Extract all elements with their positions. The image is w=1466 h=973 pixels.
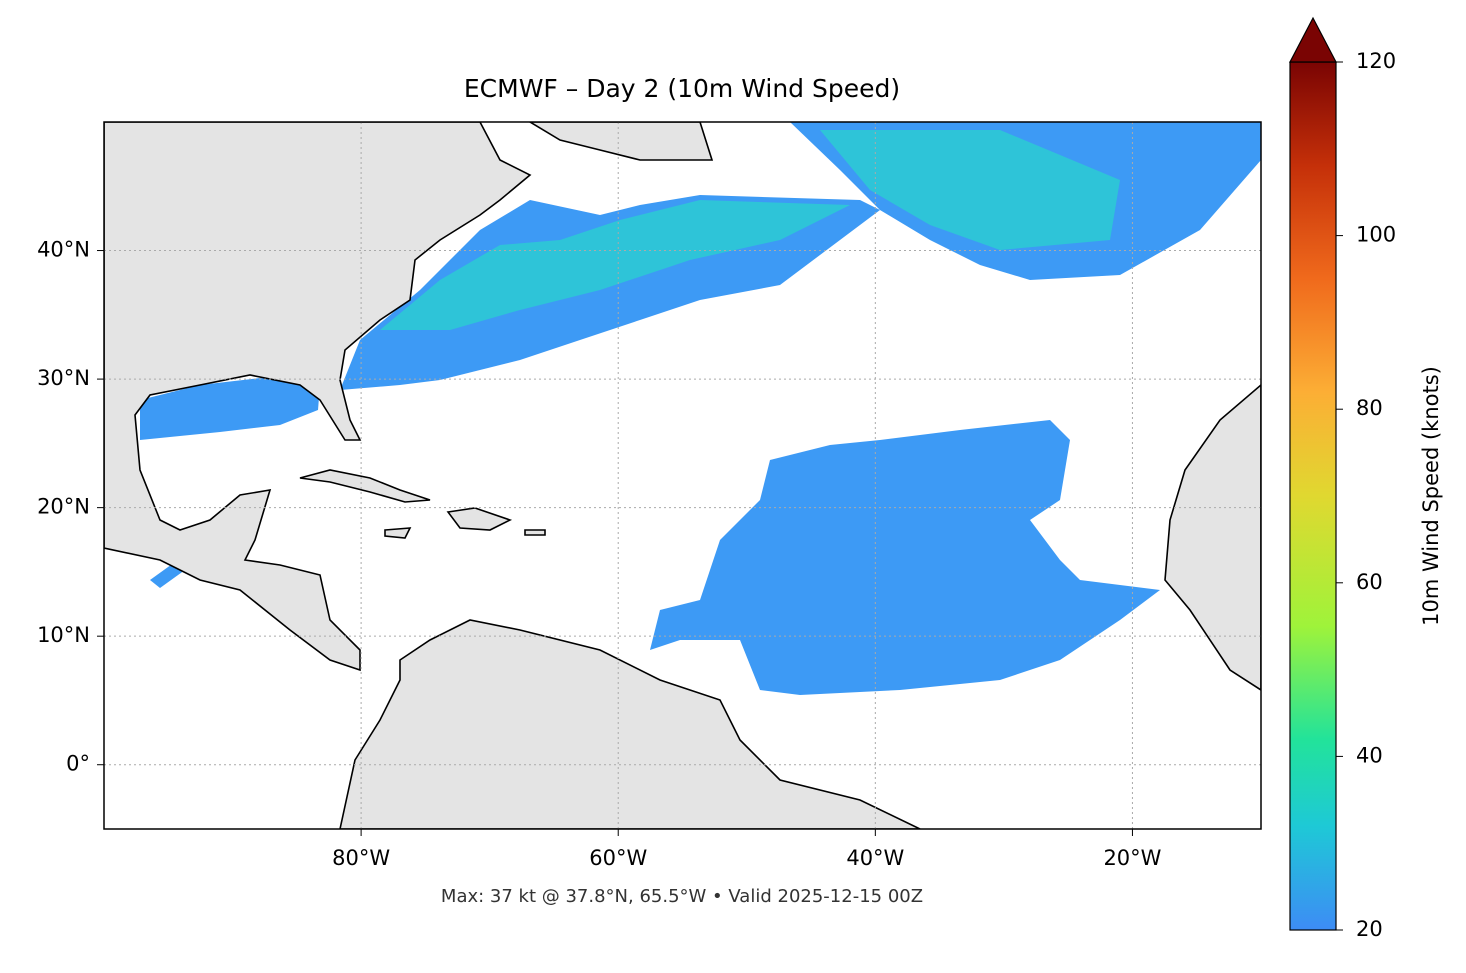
colorbar-tick-label: 60 xyxy=(1356,570,1383,594)
wind-field xyxy=(650,420,1160,695)
wind-field xyxy=(820,130,1120,250)
land xyxy=(528,122,714,161)
colorbar xyxy=(1289,61,1337,931)
colorbar-tick-label: 40 xyxy=(1356,743,1383,767)
note: Max: 37 kt @ 37.8°N, 65.5°W • Valid 2025… xyxy=(441,886,923,907)
y-tick-label: 30°N xyxy=(37,366,90,390)
y-tick-label: 10°N xyxy=(37,623,90,647)
wind-field xyxy=(380,200,850,330)
land xyxy=(339,619,921,829)
x-tick-label: 60°W xyxy=(589,846,647,870)
map-frame xyxy=(103,121,1262,830)
y-tick-label: 0° xyxy=(66,752,90,776)
x-tick-label: 80°W xyxy=(332,846,390,870)
island xyxy=(384,527,546,539)
colorbar-tick-label: 80 xyxy=(1356,396,1383,420)
x-tick-label: 20°W xyxy=(1103,846,1161,870)
wind-field xyxy=(140,378,320,440)
colorbar-tick-label: 100 xyxy=(1356,223,1396,247)
chart-title: ECMWF – Day 2 (10m Wind Speed) xyxy=(464,74,900,103)
colorbar-extend xyxy=(1289,16,1337,63)
y-tick-label: 20°N xyxy=(37,495,90,519)
colorbar-tick-label: 120 xyxy=(1356,49,1396,73)
colorbar-label: 10m Wind Speed (knots) xyxy=(1419,366,1443,626)
colorbar-tick-label: 20 xyxy=(1356,917,1383,941)
island xyxy=(299,469,431,503)
x-tick-label: 40°W xyxy=(846,846,904,870)
land xyxy=(1164,383,1261,691)
map xyxy=(104,122,1261,829)
land xyxy=(104,122,532,672)
island xyxy=(446,507,513,531)
y-tick-label: 40°N xyxy=(37,238,90,262)
